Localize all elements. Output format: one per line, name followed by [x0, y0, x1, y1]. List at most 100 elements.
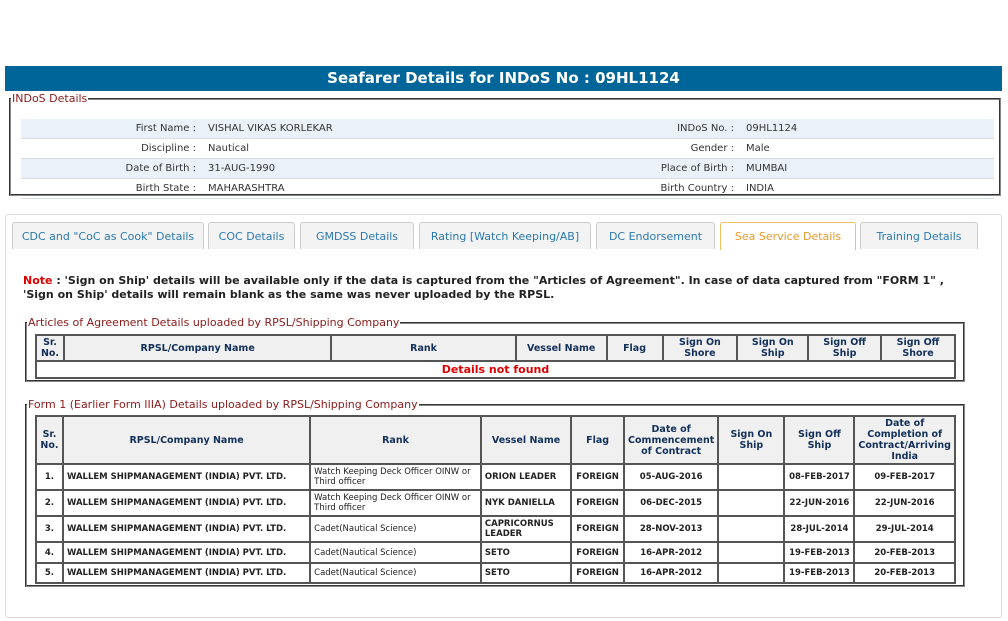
note: Note : 'Sign on Ship' details will be av… [23, 274, 973, 302]
table-row: 4. WALLEM SHIPMANAGEMENT (INDIA) PVT. LTD… [35, 541, 956, 564]
tab-gmdss-details[interactable]: GMDSS Details [300, 222, 414, 249]
table-cell: 19-FEB-2013 [783, 541, 856, 564]
column-header: Sr. No. [35, 415, 64, 465]
indos-row: First Name : VISHAL VIKAS KORLEKAR INDoS N… [21, 119, 994, 139]
table-cell: 5. [35, 562, 64, 584]
table-cell: 09-FEB-2017 [853, 463, 956, 491]
tab-cdc-and-coc-as-cook-details[interactable]: CDC and "CoC as Cook" Details [12, 222, 204, 249]
articles-legend: Articles of Agreement Details uploaded b… [28, 316, 400, 329]
table-cell: 22-JUN-2016 [853, 489, 956, 517]
field-label: First Name : [135, 123, 196, 134]
table-cell: WALLEM SHIPMANAGEMENT (INDIA) PVT. LTD. [61, 562, 312, 584]
table-cell: 2. [35, 489, 64, 517]
header-row: Sr. No. RPSL/Company Name Rank Vessel Name F… [35, 334, 956, 362]
table-cell: 28-JUL-2014 [783, 515, 856, 543]
column-header: Date of Commencement of Contract [623, 415, 720, 465]
table-cell: WALLEM SHIPMANAGEMENT (INDIA) PVT. LTD. [61, 489, 312, 517]
table-cell: WALLEM SHIPMANAGEMENT (INDIA) PVT. LTD. [61, 541, 312, 564]
table-cell [717, 541, 786, 564]
table-cell: SETO [479, 562, 573, 584]
column-header: Date of Completion of Contract/Arriving … [853, 415, 956, 465]
table-cell: FOREIGN [570, 541, 626, 564]
table-cell: 05-AUG-2016 [623, 463, 720, 491]
column-header: Sr. No. [35, 334, 65, 362]
empty-row: Details not found [35, 360, 956, 379]
column-header: Sign Off Shore [880, 334, 956, 362]
table-cell: 3. [35, 515, 64, 543]
form1-table: Sr. No. RPSL/Company Name Rank Vessel Name F… [35, 415, 956, 584]
note-text: : 'Sign on Ship' details will be availab… [23, 274, 944, 301]
indos-row: Discipline : Nautical Gender : Male [21, 139, 994, 159]
table-cell: 16-APR-2012 [623, 562, 720, 584]
field-value: 31-AUG-1990 [208, 163, 276, 174]
field-label: INDoS No. : [677, 123, 734, 134]
field-value: MUMBAI [746, 163, 788, 174]
table-cell: WALLEM SHIPMANAGEMENT (INDIA) PVT. LTD. [61, 463, 312, 491]
field-label: Birth State : [135, 183, 196, 194]
column-header: Sign Off Ship [783, 415, 856, 465]
table-cell [717, 463, 786, 491]
column-header: Vessel Name [479, 415, 573, 465]
column-header: Rank [309, 415, 482, 465]
column-header: Flag [570, 415, 626, 465]
form1-legend: Form 1 (Earlier Form IIIA) Details uploa… [28, 398, 418, 411]
table-row: 1. WALLEM SHIPMANAGEMENT (INDIA) PVT. LTD… [35, 463, 956, 491]
table-cell: 1. [35, 463, 64, 491]
table-cell: NYK DANIELLA [479, 489, 573, 517]
table-cell: FOREIGN [570, 463, 626, 491]
field-label: Discipline : [141, 143, 196, 154]
table-cell: 19-FEB-2013 [783, 562, 856, 584]
field-value: INDIA [746, 183, 774, 194]
table-cell: 28-NOV-2013 [623, 515, 720, 543]
table-cell: FOREIGN [570, 515, 626, 543]
table-row: 2. WALLEM SHIPMANAGEMENT (INDIA) PVT. LTD… [35, 489, 956, 517]
page-title: Seafarer Details for INDoS No : 09HL1124 [5, 66, 1002, 91]
field-label: Place of Birth : [660, 163, 734, 174]
indos-details: INDoS Details First Name : VISHAL VIKAS K… [9, 92, 1001, 199]
field-value: Nautical [208, 143, 250, 154]
column-header: Sign On Shore [661, 334, 739, 362]
table-cell: 06-DEC-2015 [623, 489, 720, 517]
column-header: RPSL/Company Name [62, 334, 333, 362]
field-label: Gender : [690, 143, 734, 154]
tab-dc-endorsement[interactable]: DC Endorsement [596, 222, 715, 249]
field-label: Birth Country : [660, 183, 734, 194]
table-cell [717, 562, 786, 584]
indos-row: Date of Birth : 31-AUG-1990 Place of Birth… [21, 159, 994, 179]
table-cell: FOREIGN [570, 489, 626, 517]
tab-coc-details[interactable]: COC Details [208, 222, 295, 249]
table-cell: 20-FEB-2013 [853, 562, 956, 584]
table-cell [717, 515, 786, 543]
field-value: Male [746, 143, 770, 154]
column-header: Vessel Name [514, 334, 608, 362]
tab-rating-watch-keeping-ab[interactable]: Rating [Watch Keeping/AB] [419, 222, 591, 249]
note-label: Note [23, 274, 53, 287]
tab-sea-service-details[interactable]: Sea Service Details [720, 222, 856, 250]
table-cell: ORION LEADER [479, 463, 573, 491]
table-cell: 22-JUN-2016 [783, 489, 856, 517]
details-not-found: Details not found [35, 360, 956, 379]
table-cell: 16-APR-2012 [623, 541, 720, 564]
header-row: Sr. No. RPSL/Company Name Rank Vessel Name F… [35, 415, 956, 465]
column-header: Sign On Ship [736, 334, 810, 362]
articles-table: Sr. No. RPSL/Company Name Rank Vessel Name F… [35, 334, 956, 379]
indos-row: Birth State : MAHARASHTRA Birth Country : I… [21, 179, 994, 199]
table-cell: Cadet(Nautical Science) [309, 541, 482, 564]
field-value: 09HL1124 [746, 123, 798, 134]
field-value: MAHARASHTRA [208, 183, 285, 194]
tab-training-details[interactable]: Training Details [860, 222, 978, 249]
table-cell: 29-JUL-2014 [853, 515, 956, 543]
table-cell: 4. [35, 541, 64, 564]
table-cell: Cadet(Nautical Science) [309, 562, 482, 584]
table-cell: FOREIGN [570, 562, 626, 584]
indos-legend: INDoS Details [12, 92, 88, 105]
table-cell: CAPRICORNUS LEADER [479, 515, 573, 543]
column-header: RPSL/Company Name [61, 415, 312, 465]
table-cell: Watch Keeping Deck Officer OINW or Third… [309, 463, 482, 491]
table-cell: Cadet(Nautical Science) [309, 515, 482, 543]
field-label: Date of Birth : [125, 163, 196, 174]
table-cell: Watch Keeping Deck Officer OINW or Third… [309, 489, 482, 517]
column-header: Rank [330, 334, 517, 362]
articles-fieldset: Articles of Agreement Details uploaded b… [25, 316, 965, 382]
table-cell: 08-FEB-2017 [783, 463, 856, 491]
